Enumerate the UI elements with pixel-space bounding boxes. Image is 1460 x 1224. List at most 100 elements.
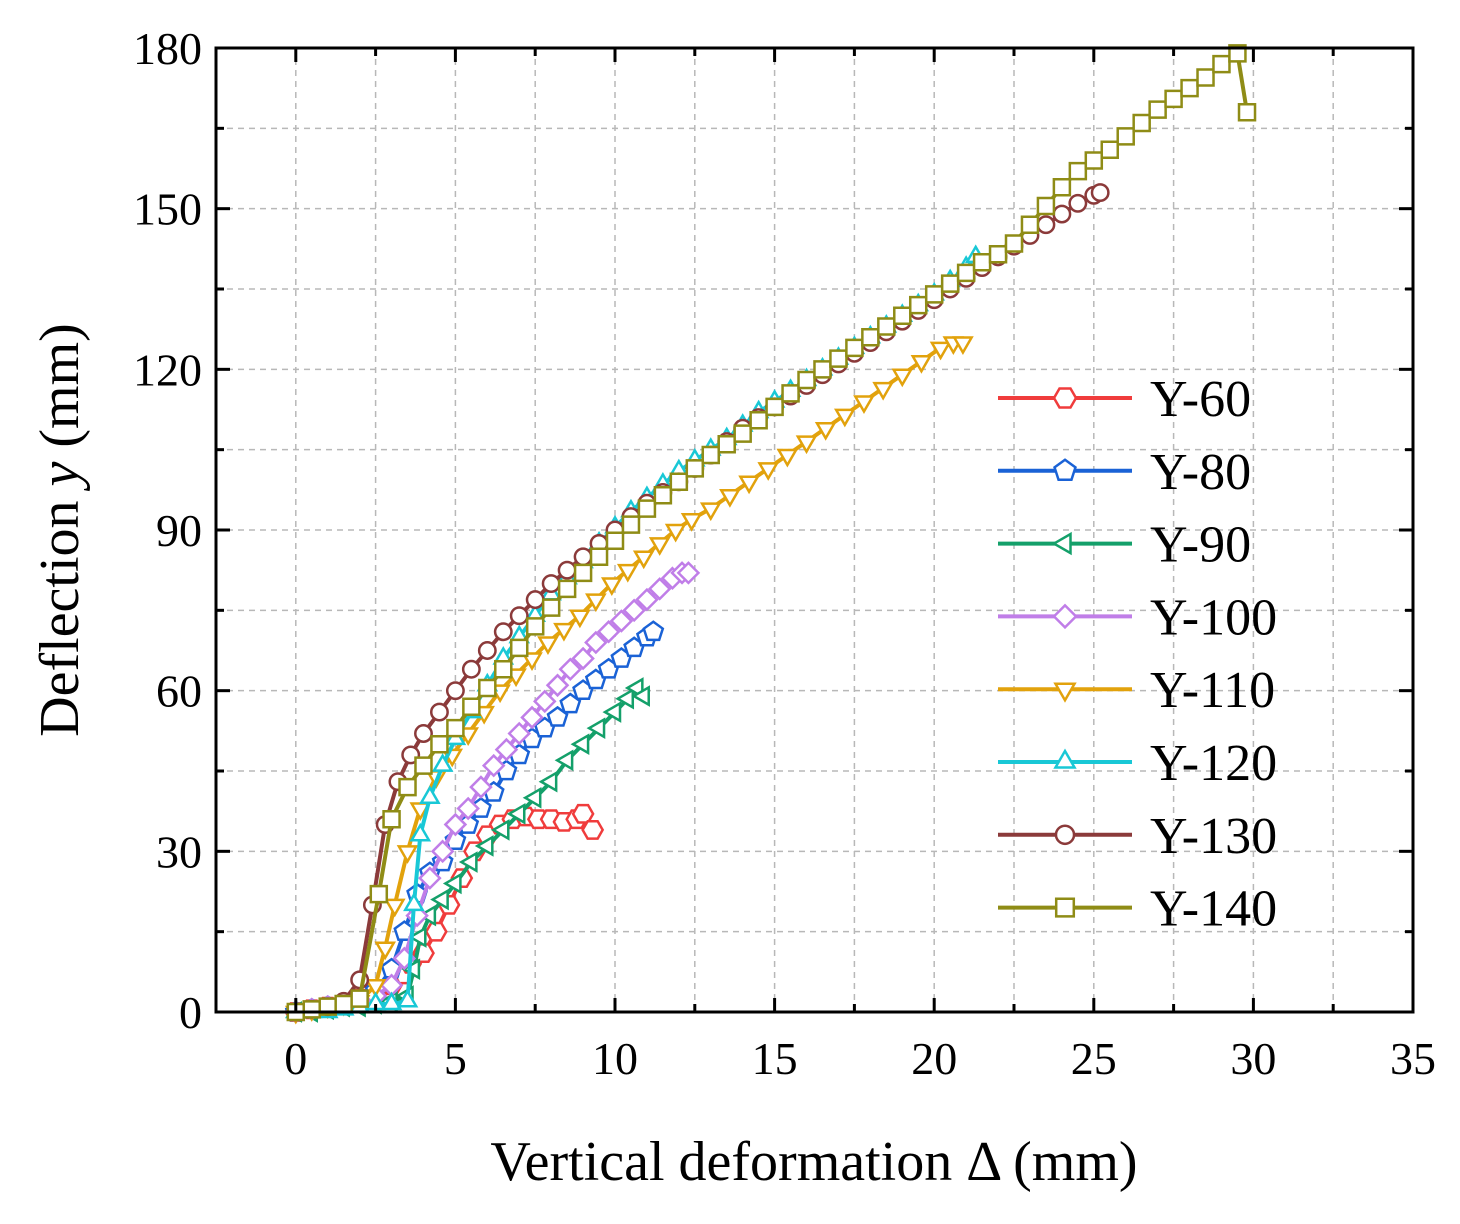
data-point-y-110 [585, 593, 607, 613]
data-point-y-140 [1132, 113, 1151, 133]
y-axis-title: Deflection y (mm) [29, 323, 91, 737]
data-point-y-90 [570, 733, 590, 756]
data-point-y-140 [1052, 177, 1072, 197]
data-point-y-130 [445, 681, 465, 701]
y-axis-title-variable: y [29, 461, 91, 491]
data-point-y-60 [424, 921, 448, 942]
data-point-y-110 [795, 435, 818, 455]
y-tick-labels: 0 30 60 90 120 150 180 [133, 23, 202, 1038]
legend-marker [1053, 748, 1077, 769]
legend-marker [1054, 897, 1076, 918]
data-point-y-110 [374, 941, 397, 961]
data-point-y-100 [647, 577, 672, 601]
data-point-y-140 [621, 515, 641, 534]
data-point-y-140 [1180, 78, 1199, 98]
data-point-y-90 [506, 803, 526, 825]
data-point-y-140 [446, 718, 465, 738]
data-point-y-100 [584, 630, 608, 655]
data-point-y-140 [398, 777, 417, 797]
data-point-y-140 [334, 994, 353, 1014]
data-point-y-100 [520, 705, 544, 730]
legend-label: Y-100 [1150, 589, 1277, 646]
data-point-y-130 [573, 547, 593, 567]
legend-item-y-90: Y-90 [998, 517, 1251, 574]
data-point-y-140 [1164, 89, 1183, 109]
legend-item-y-80: Y-80 [998, 444, 1251, 501]
axis-ticks [216, 46, 1415, 1014]
data-point-y-100 [676, 561, 701, 585]
legend-label: Y-130 [1150, 808, 1277, 865]
y-tick-label: 60 [156, 666, 202, 717]
data-point-y-90 [602, 701, 622, 723]
data-point-y-130 [509, 606, 529, 626]
data-point-y-110 [383, 898, 406, 918]
data-point-y-140 [701, 445, 721, 465]
data-point-y-90 [442, 872, 462, 895]
data-point-y-90 [631, 685, 650, 707]
data-point-y-140 [1212, 54, 1231, 74]
data-point-y-140 [749, 410, 768, 430]
y-tick-label: 0 [179, 987, 202, 1038]
legend-label: Y-120 [1150, 735, 1277, 792]
data-point-y-110 [719, 488, 741, 508]
x-tick-label: 10 [592, 1033, 638, 1084]
data-point-y-110 [757, 462, 780, 481]
data-point-y-100 [494, 737, 519, 762]
data-point-y-100 [609, 609, 634, 633]
data-point-y-120 [403, 892, 425, 912]
data-point-y-90 [538, 770, 558, 793]
legend-item-y-140: Y-140 [998, 881, 1277, 938]
data-point-y-140 [1237, 103, 1257, 122]
legend-item-y-120: Y-120 [998, 735, 1277, 792]
data-point-y-130 [414, 724, 433, 743]
data-point-y-140 [1148, 100, 1167, 119]
data-point-y-100 [596, 619, 621, 644]
data-point-y-110 [632, 550, 655, 570]
data-point-y-110 [833, 408, 856, 428]
data-point-y-100 [481, 753, 506, 778]
data-point-y-90 [554, 749, 574, 772]
data-point-y-140 [414, 756, 433, 775]
data-point-y-130 [1052, 204, 1072, 224]
data-point-y-140 [877, 317, 896, 336]
data-point-y-140 [462, 697, 481, 716]
data-point-y-140 [797, 370, 816, 390]
data-point-y-140 [988, 244, 1008, 264]
data-point-y-140 [924, 285, 944, 304]
data-point-y-110 [853, 395, 875, 414]
data-point-y-140 [1020, 215, 1040, 234]
data-point-y-110 [699, 502, 722, 522]
data-point-y-140 [573, 563, 593, 583]
data-point-y-100 [469, 775, 493, 799]
data-point-y-140 [1036, 196, 1056, 216]
data-point-y-140 [1004, 234, 1024, 253]
x-tick-label: 35 [1390, 1033, 1436, 1084]
data-point-y-140 [478, 678, 497, 698]
legend-item-y-130: Y-130 [998, 808, 1277, 865]
data-point-y-110 [364, 978, 387, 998]
legend-marker [1052, 387, 1078, 409]
x-tick-labels: 0 5 10 15 20 25 30 35 [284, 1033, 1436, 1084]
data-point-y-140 [845, 338, 864, 358]
data-point-y-130 [1090, 183, 1110, 203]
x-tick-label: 30 [1230, 1033, 1276, 1084]
data-point-y-90 [490, 819, 510, 841]
data-point-y-110 [664, 523, 687, 543]
data-point-y-140 [940, 274, 960, 293]
data-point-y-60 [571, 803, 595, 824]
data-point-y-110 [680, 513, 703, 532]
data-point-y-140 [494, 659, 513, 679]
data-point-y-140 [350, 989, 369, 1008]
legend-label: Y-90 [1150, 517, 1251, 574]
legend-item-y-60: Y-60 [998, 371, 1251, 428]
data-point-y-140 [829, 349, 848, 368]
data-point-y-110 [929, 341, 952, 361]
series-y-60 [284, 803, 605, 1022]
x-tick-label: 5 [444, 1033, 467, 1084]
data-point-y-110 [952, 336, 974, 356]
y-tick-label: 30 [156, 826, 202, 877]
data-point-y-140 [972, 252, 992, 272]
data-point-y-100 [456, 796, 480, 821]
data-point-y-120 [409, 822, 432, 842]
data-point-y-110 [537, 636, 559, 655]
